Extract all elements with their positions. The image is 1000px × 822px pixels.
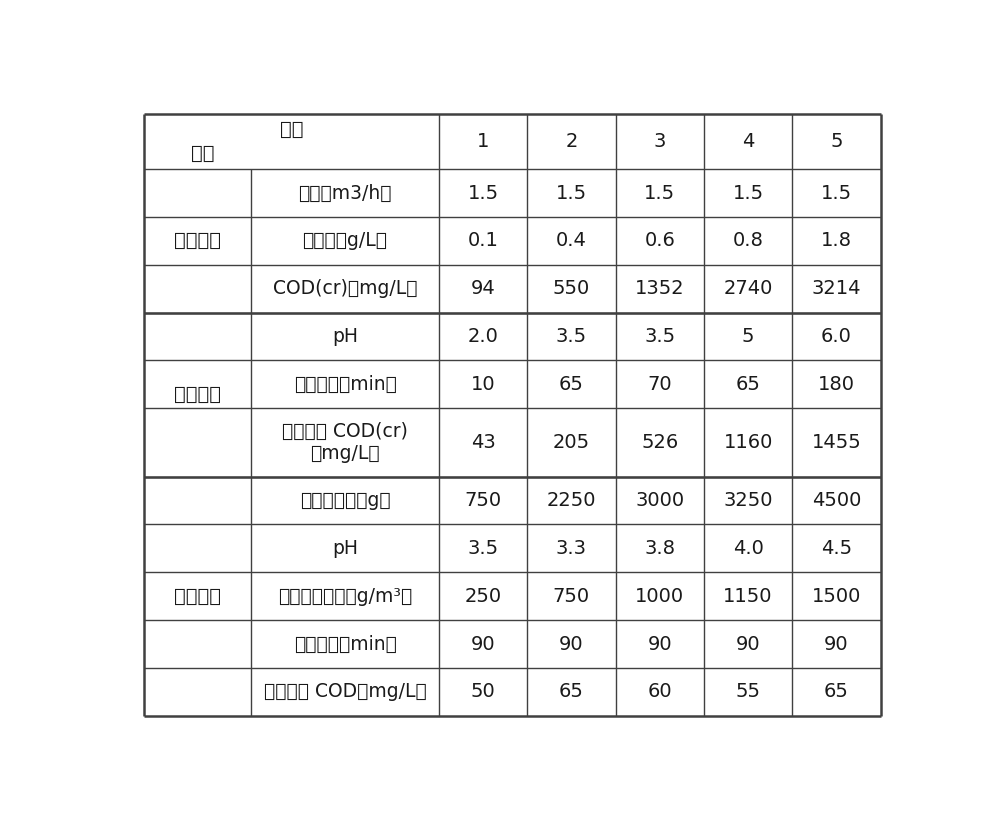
Text: 205: 205 <box>553 433 590 452</box>
Text: 4.0: 4.0 <box>733 539 764 558</box>
Text: 0.4: 0.4 <box>556 231 587 251</box>
Text: 反应后的 COD（mg/L）: 反应后的 COD（mg/L） <box>264 682 426 701</box>
Text: 硫酸亚铁用量（g/m³）: 硫酸亚铁用量（g/m³） <box>278 587 412 606</box>
Text: 94: 94 <box>471 279 495 298</box>
Text: 1.5: 1.5 <box>467 183 499 202</box>
Text: 4: 4 <box>742 132 754 151</box>
Text: 65: 65 <box>824 682 849 701</box>
Text: 破络反应: 破络反应 <box>174 386 221 404</box>
Text: 3.3: 3.3 <box>556 539 587 558</box>
Text: 3.5: 3.5 <box>644 327 675 346</box>
Text: 2.0: 2.0 <box>468 327 498 346</box>
Text: 750: 750 <box>553 587 590 606</box>
Text: COD(cr)（mg/L）: COD(cr)（mg/L） <box>273 279 417 298</box>
Text: 3.8: 3.8 <box>644 539 675 558</box>
Text: 含镍量（g/L）: 含镍量（g/L） <box>303 231 388 251</box>
Text: 65: 65 <box>559 375 584 394</box>
Text: 1352: 1352 <box>635 279 685 298</box>
Text: 90: 90 <box>559 635 584 653</box>
Text: 1.5: 1.5 <box>556 183 587 202</box>
Text: 3: 3 <box>654 132 666 151</box>
Text: 4.5: 4.5 <box>821 539 852 558</box>
Text: 3.5: 3.5 <box>467 539 499 558</box>
Text: 526: 526 <box>641 433 678 452</box>
Text: 43: 43 <box>471 433 495 452</box>
Text: 250: 250 <box>464 587 502 606</box>
Text: 1.5: 1.5 <box>733 183 764 202</box>
Text: 含镍废水: 含镍废水 <box>174 231 221 251</box>
Text: 反应时间（min）: 反应时间（min） <box>294 635 396 653</box>
Text: 90: 90 <box>471 635 495 653</box>
Text: 180: 180 <box>818 375 855 394</box>
Text: 70: 70 <box>647 375 672 394</box>
Text: 5: 5 <box>830 132 843 151</box>
Text: 2: 2 <box>565 132 578 151</box>
Text: 65: 65 <box>736 375 761 394</box>
Text: 反应时间（min）: 反应时间（min） <box>294 375 396 394</box>
Text: 90: 90 <box>647 635 672 653</box>
Text: 2250: 2250 <box>547 491 596 510</box>
Text: 1.5: 1.5 <box>644 183 675 202</box>
Text: 1000: 1000 <box>635 587 684 606</box>
Text: 50: 50 <box>471 682 495 701</box>
Text: 0.8: 0.8 <box>733 231 764 251</box>
Text: 1150: 1150 <box>723 587 773 606</box>
Text: 3000: 3000 <box>635 491 684 510</box>
Text: 4500: 4500 <box>812 491 861 510</box>
Text: 750: 750 <box>464 491 502 510</box>
Text: pH: pH <box>332 327 358 346</box>
Text: 10: 10 <box>471 375 495 394</box>
Text: 1500: 1500 <box>812 587 861 606</box>
Text: 双氧水用量（g）: 双氧水用量（g） <box>300 491 390 510</box>
Text: 3250: 3250 <box>723 491 773 510</box>
Text: 90: 90 <box>736 635 760 653</box>
Text: 芬顿反应: 芬顿反应 <box>174 587 221 606</box>
Text: 550: 550 <box>553 279 590 298</box>
Text: 实例: 实例 <box>280 120 303 139</box>
Text: 0.1: 0.1 <box>468 231 498 251</box>
Text: 0.6: 0.6 <box>644 231 675 251</box>
Text: 3214: 3214 <box>812 279 861 298</box>
Text: 6.0: 6.0 <box>821 327 852 346</box>
Text: 1.8: 1.8 <box>821 231 852 251</box>
Text: 55: 55 <box>736 682 761 701</box>
Text: 3.5: 3.5 <box>556 327 587 346</box>
Text: 1455: 1455 <box>812 433 861 452</box>
Text: 名项: 名项 <box>191 145 215 164</box>
Text: 90: 90 <box>824 635 849 653</box>
Text: 1160: 1160 <box>723 433 773 452</box>
Text: 1: 1 <box>477 132 489 151</box>
Text: 5: 5 <box>742 327 754 346</box>
Text: 60: 60 <box>647 682 672 701</box>
Text: 2740: 2740 <box>723 279 773 298</box>
Text: 65: 65 <box>559 682 584 701</box>
Text: 总量（m3/h）: 总量（m3/h） <box>298 183 392 202</box>
Text: 1.5: 1.5 <box>821 183 852 202</box>
Text: pH: pH <box>332 539 358 558</box>
Text: 反应后的 COD(cr)
（mg/L）: 反应后的 COD(cr) （mg/L） <box>282 422 408 463</box>
